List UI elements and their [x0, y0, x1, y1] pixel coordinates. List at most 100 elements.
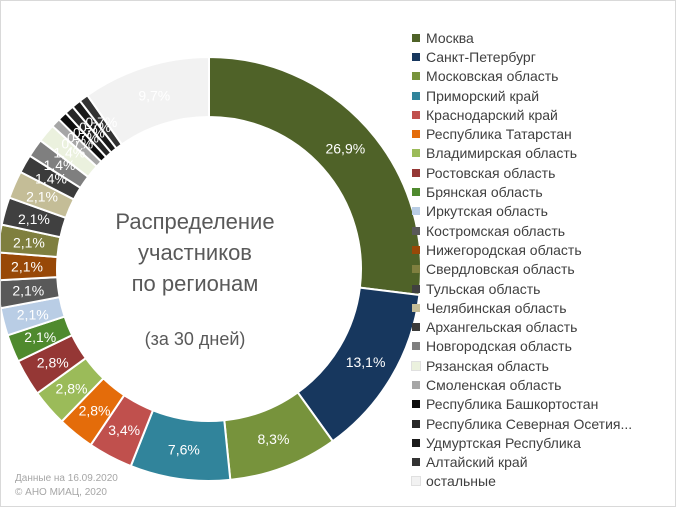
- legend-item-1: Москва: [412, 28, 632, 47]
- legend-item-10: Иркутская область: [412, 202, 632, 221]
- slice-value-label-4: 7,6%: [168, 441, 200, 457]
- legend-label-18: Рязанская область: [426, 357, 549, 374]
- legend-item-11: Костромская область: [412, 221, 632, 240]
- legend-swatch-14: [412, 284, 420, 293]
- legend-swatch-21: [412, 419, 420, 428]
- legend-swatch-22: [412, 438, 420, 447]
- legend-label-7: Владимирская область: [426, 145, 578, 162]
- footnote-date: Данные на 16.09.2020: [15, 473, 118, 484]
- legend-swatch-16: [412, 323, 420, 332]
- legend-swatch-19: [412, 380, 420, 389]
- legend-item-19: Смоленская область: [412, 375, 632, 394]
- legend-label-8: Ростовская область: [426, 164, 556, 181]
- legend-item-14: Тульская область: [412, 279, 632, 298]
- chart-legend: Москва Санкт-Петербург Московская область П…: [411, 28, 632, 491]
- legend-label-6: Республика Татарстан: [426, 126, 572, 143]
- legend-label-22: Удмуртская Республика: [426, 434, 581, 451]
- slice-value-label-6: 2,8%: [79, 403, 111, 419]
- legend-item-5: Краснодарский край: [412, 105, 632, 124]
- legend-swatch-9: [412, 188, 420, 197]
- chart-title-line-2: участников: [137, 240, 252, 265]
- legend-swatch-17: [412, 342, 420, 351]
- legend-swatch-20: [412, 400, 420, 409]
- legend-item-8: Ростовская область: [412, 163, 632, 182]
- legend-item-7: Владимирская область: [412, 144, 632, 163]
- slice-value-label-2: 13,1%: [346, 354, 386, 370]
- legend-label-15: Челябинская область: [426, 299, 567, 316]
- chart-subtitle: (за 30 дней): [144, 329, 246, 349]
- legend-swatch-2: [412, 52, 420, 61]
- slice-value-label-9: 2,1%: [24, 329, 56, 345]
- donut-slice-24: [86, 55, 210, 146]
- slice-value-label-1: 26,9%: [325, 140, 365, 156]
- legend-item-4: Приморский край: [412, 86, 632, 105]
- legend-item-13: Свердловская область: [412, 260, 632, 279]
- legend-label-14: Тульская область: [426, 280, 541, 297]
- slice-value-label-8: 2,8%: [37, 354, 69, 370]
- legend-label-23: Алтайский край: [426, 454, 528, 471]
- slice-value-label-19: 0,7%: [61, 135, 93, 151]
- slice-value-label-21: 0,7%: [73, 124, 105, 140]
- legend-label-2: Санкт-Петербург: [426, 48, 536, 65]
- slice-value-label-3: 8,3%: [257, 431, 289, 447]
- legend-label-12: Нижегородская область: [426, 241, 582, 258]
- legend-swatch-24: [411, 476, 421, 487]
- legend-item-6: Республика Татарстан: [412, 124, 632, 143]
- slice-value-label-23: 0,7%: [85, 114, 117, 130]
- slice-value-label-5: 3,4%: [108, 422, 140, 438]
- legend-label-16: Архангельская область: [426, 319, 578, 336]
- legend-item-22: Удмуртская Республика: [412, 433, 632, 452]
- legend-swatch-18: [411, 360, 421, 371]
- legend-swatch-13: [412, 265, 420, 274]
- legend-label-19: Смоленская область: [426, 376, 562, 393]
- slice-value-label-24: 9,7%: [138, 87, 170, 103]
- slice-value-label-20: 0,7%: [67, 130, 99, 146]
- slice-value-label-13: 2,1%: [13, 235, 45, 251]
- slice-value-label-12: 2,1%: [11, 259, 43, 275]
- legend-swatch-10: [412, 207, 420, 216]
- legend-swatch-1: [412, 33, 420, 42]
- legend-label-17: Новгородская область: [426, 338, 572, 355]
- legend-label-24: остальные: [426, 473, 496, 490]
- legend-item-17: Новгородская область: [412, 337, 632, 356]
- slice-value-label-14: 2,1%: [18, 211, 50, 227]
- slice-value-label-22: 0,7%: [79, 119, 111, 135]
- legend-swatch-7: [412, 149, 420, 158]
- legend-swatch-12: [412, 245, 420, 254]
- legend-swatch-4: [412, 91, 420, 100]
- donut-slice-labels: 26,9% 13,1% 8,3% 7,6% 3,4% 2,8% 2,8% 2,8% 2,1% 2,…: [11, 87, 385, 457]
- slice-value-label-17: 1,4%: [44, 157, 76, 173]
- chart-title-line-3: по регионам: [131, 271, 259, 296]
- legend-item-24: остальные: [411, 472, 632, 491]
- slice-value-label-10: 2,1%: [17, 306, 49, 322]
- chart-title-line-1: Распределение: [115, 209, 275, 234]
- legend-label-9: Брянская область: [426, 184, 543, 201]
- donut-slices: [1, 55, 422, 482]
- legend-label-4: Приморский край: [426, 87, 540, 104]
- legend-item-15: Челябинская область: [412, 298, 632, 317]
- legend-swatch-6: [412, 130, 420, 139]
- chart-title: Распределение участников по регионам: [97, 206, 293, 299]
- legend-item-12: Нижегородская область: [412, 240, 632, 259]
- legend-label-13: Свердловская область: [426, 261, 575, 278]
- legend-item-16: Архангельская область: [412, 317, 632, 336]
- legend-item-23: Алтайский край: [412, 453, 632, 472]
- slice-value-label-16: 1,4%: [35, 171, 67, 187]
- legend-item-20: Республика Башкортостан: [412, 395, 632, 414]
- legend-item-21: Республика Северная Осетия...: [412, 414, 632, 433]
- legend-label-21: Республика Северная Осетия...: [426, 415, 633, 432]
- legend-swatch-8: [412, 168, 420, 177]
- legend-item-3: Московская область: [412, 67, 632, 86]
- slice-value-label-11: 2,1%: [12, 283, 44, 299]
- legend-swatch-11: [412, 226, 420, 235]
- legend-label-11: Костромская область: [426, 222, 566, 239]
- legend-label-10: Иркутская область: [426, 203, 548, 220]
- slice-value-label-18: 1,4%: [53, 144, 85, 160]
- legend-item-18: Рязанская область: [411, 356, 632, 375]
- legend-swatch-5: [412, 110, 420, 119]
- legend-swatch-15: [412, 303, 420, 312]
- legend-item-9: Брянская область: [412, 182, 632, 201]
- legend-label-5: Краснодарский край: [426, 106, 558, 123]
